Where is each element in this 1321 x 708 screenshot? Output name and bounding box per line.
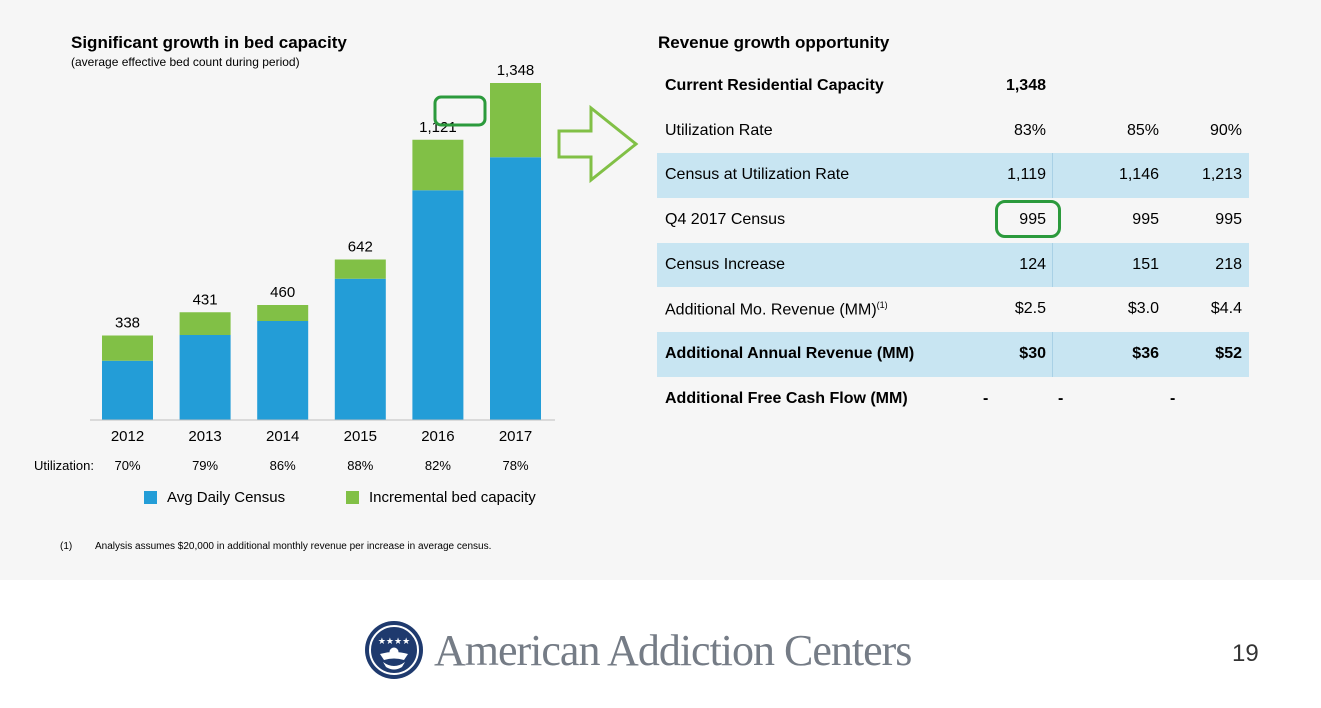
bar-total-label: 1,348	[497, 62, 535, 79]
cell: 995	[1132, 211, 1159, 229]
cell: 1,146	[1118, 166, 1159, 184]
table-row: Additional Mo. Revenue (MM)(1) $2.5 $3.0…	[657, 287, 1249, 332]
utilization-label: Utilization:	[34, 458, 94, 473]
table-row: Current Residential Capacity 1,348	[657, 64, 1249, 109]
x-tick-label: 2016	[421, 428, 454, 445]
bar-total-label: 460	[270, 284, 295, 301]
cell: $36	[1132, 345, 1159, 363]
row-label: Additional Mo. Revenue (MM)(1)	[665, 300, 888, 319]
table-row: Additional Annual Revenue (MM) $30 $36 $…	[657, 332, 1249, 377]
right-arrow-icon	[557, 104, 639, 184]
column-divider	[1052, 332, 1053, 377]
table-row: Q4 2017 Census 995 995 995	[657, 198, 1249, 243]
bar-census-2017	[490, 157, 541, 420]
revenue-table: Current Residential Capacity 1,348 Utili…	[657, 64, 1249, 422]
utilization-value: 78%	[502, 458, 529, 473]
cell: -	[1170, 389, 1176, 407]
cell: $4.4	[1210, 300, 1242, 318]
page-number: 19	[1232, 640, 1259, 667]
slide-background	[0, 0, 1321, 580]
table-row: Additional Free Cash Flow (MM) - - -	[657, 377, 1249, 422]
cell: 995	[1215, 211, 1242, 229]
utilization-value: 88%	[347, 458, 374, 473]
highlight-box-2016	[433, 95, 487, 127]
bar-census-2014	[257, 321, 309, 420]
utilization-value: 70%	[114, 458, 141, 473]
bar-total-label: 1,121	[419, 119, 457, 136]
bar-capacity-2015	[334, 259, 386, 279]
bar-capacity-2017	[490, 83, 541, 158]
cell: 151	[1132, 255, 1159, 273]
cell: 85%	[1126, 121, 1159, 139]
cell: $52	[1215, 345, 1242, 363]
x-tick-label: 2013	[188, 428, 221, 445]
table-title: Revenue growth opportunity	[658, 33, 890, 52]
chart-subtitle: (average effective bed count during peri…	[71, 55, 300, 69]
x-tick-label: 2012	[111, 428, 144, 445]
utilization-value: 82%	[424, 458, 451, 473]
bar-total-label: 338	[115, 315, 140, 332]
x-tick-label: 2014	[266, 428, 299, 445]
bar-census-2013	[179, 335, 231, 420]
cell: -	[983, 389, 989, 407]
chart-title: Significant growth in bed capacity	[71, 33, 347, 52]
row-label: Current Residential Capacity	[665, 77, 884, 94]
highlight-box-q4-census	[995, 200, 1061, 239]
footnote-text: Analysis assumes $20,000 in additional m…	[95, 541, 492, 552]
cell: 1,119	[1007, 166, 1046, 184]
cell: 1,213	[1201, 166, 1242, 184]
row-label: Census at Utilization Rate	[665, 166, 850, 184]
table-row: Utilization Rate 83% 85% 90%	[657, 109, 1249, 154]
row-label: Utilization Rate	[665, 121, 773, 139]
row-label: Additional Annual Revenue (MM)	[665, 345, 915, 363]
column-divider	[1052, 242, 1053, 288]
bar-capacity-2012	[102, 335, 153, 361]
legend-swatch-blue	[144, 491, 157, 504]
cell: 90%	[1209, 121, 1242, 139]
bar-census-2012	[102, 360, 153, 420]
table-row: Census Increase 124 151 218	[657, 242, 1249, 288]
bar-capacity-2014	[257, 305, 309, 321]
logo-wordmark: American Addiction Centers	[434, 625, 912, 675]
row-label-text: Additional Mo. Revenue (MM)	[665, 301, 877, 319]
cell: 218	[1215, 255, 1242, 273]
cell: $2.5	[1014, 300, 1046, 318]
footnote-ref: (1)	[876, 300, 888, 311]
utilization-value: 79%	[192, 458, 219, 473]
bar-census-2016	[412, 190, 464, 420]
aac-logo-icon: ★★★★	[365, 621, 423, 679]
row-label: Census Increase	[665, 255, 786, 273]
row-label: Q4 2017 Census	[665, 211, 786, 229]
legend-label-capacity: Incremental bed capacity	[369, 489, 536, 506]
column-divider	[1052, 153, 1053, 199]
table-row: Census at Utilization Rate 1,119 1,146 1…	[657, 153, 1249, 199]
cell: 995	[1019, 211, 1046, 229]
footnote-marker: (1)	[60, 541, 73, 552]
bar-total-label: 431	[193, 291, 218, 308]
utilization-value: 86%	[269, 458, 296, 473]
bar-census-2015	[334, 278, 386, 420]
cell: 124	[1019, 255, 1046, 273]
bar-capacity-2016	[412, 139, 464, 191]
cell: $30	[1019, 345, 1046, 363]
legend-item-capacity: Incremental bed capacity	[346, 489, 536, 506]
bed-capacity-chart: 338 431 460 642 1,121 1,348 2012 2013 2014 2015 2…	[90, 62, 555, 445]
x-tick-label: 2015	[344, 428, 377, 445]
svg-text:★★★★: ★★★★	[378, 637, 410, 647]
cell: $3.0	[1127, 300, 1159, 318]
bar-capacity-2013	[179, 312, 231, 335]
x-tick-label: 2017	[499, 428, 532, 445]
cell: 83%	[1013, 121, 1046, 139]
row-label: Additional Free Cash Flow (MM)	[665, 389, 908, 407]
cell: 1,348	[1005, 77, 1046, 94]
cell: -	[1058, 389, 1064, 407]
company-logo: ★★★★ American Addiction Centers	[364, 620, 912, 680]
bar-total-label: 642	[348, 239, 373, 256]
legend-swatch-green	[346, 491, 359, 504]
legend-item-census: Avg Daily Census	[144, 489, 285, 506]
legend-label-census: Avg Daily Census	[167, 489, 286, 506]
